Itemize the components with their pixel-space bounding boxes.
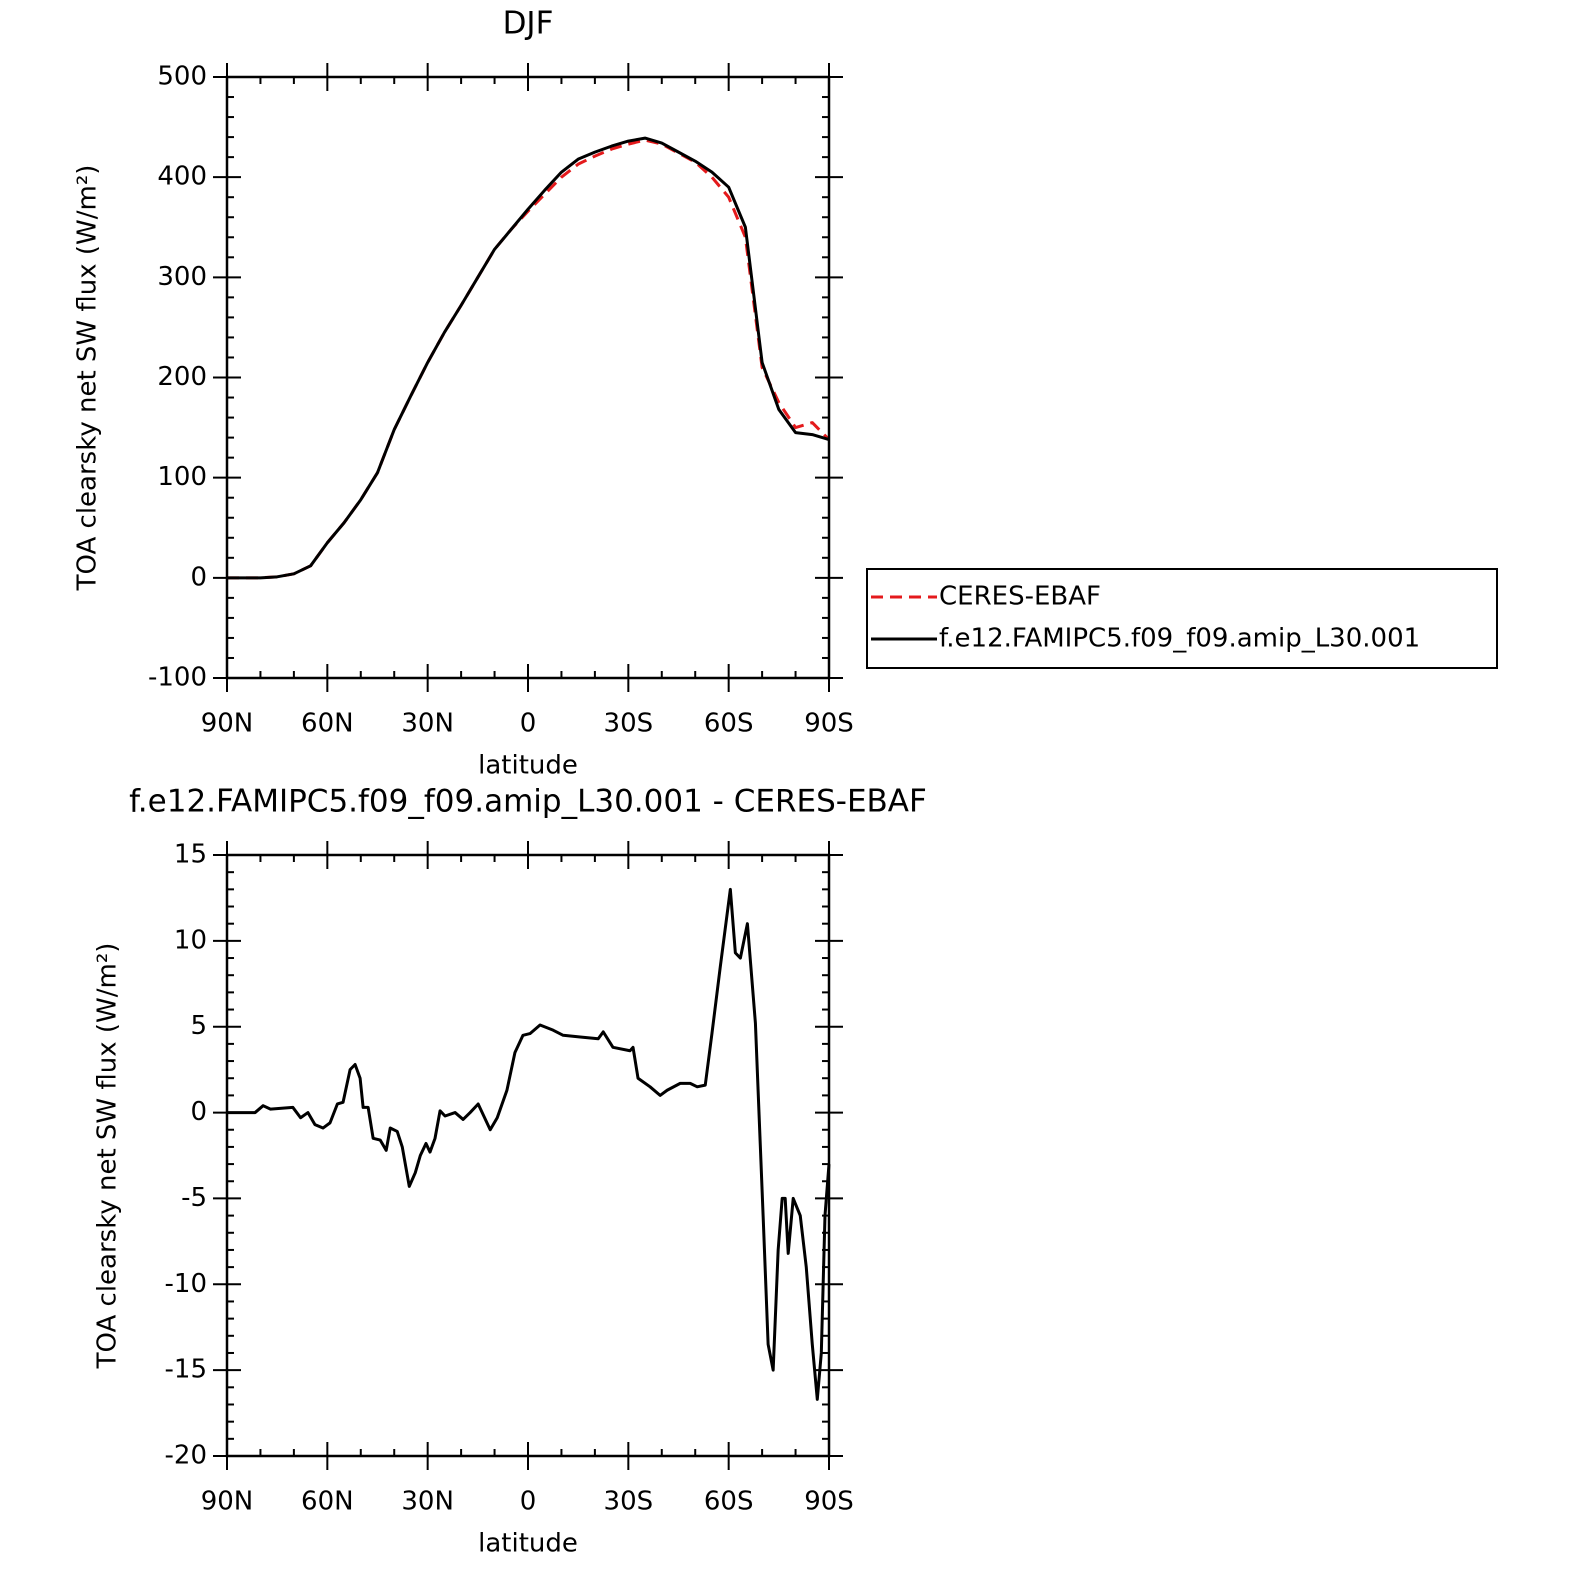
y-tick-label: 15 [174,840,207,870]
x-tick-label: 60S [704,1487,754,1517]
x-tick-label: 0 [520,709,537,739]
y-tick-label: 100 [157,462,207,492]
y-tick-label: -20 [165,1441,207,1471]
x-tick-label: 60S [704,709,754,739]
y-tick-label: -15 [165,1355,207,1385]
y-tick-label: -5 [181,1183,207,1213]
legend-label: f.e12.FAMIPC5.f09_f09.amip_L30.001 [939,624,1420,654]
x-tick-label: 30S [604,709,654,739]
y-tick-label: -10 [165,1269,207,1299]
y-tick-label: 0 [190,562,207,592]
y-tick-label: 400 [157,162,207,192]
data-line [227,887,831,1401]
y-axis-label: TOA clearsky net SW flux (W/m²) [73,165,103,592]
x-tick-label: 60N [301,709,354,739]
y-tick-label: 0 [190,1097,207,1127]
x-axis-label: latitude [478,751,578,781]
x-tick-label: 90S [804,1487,854,1517]
x-tick-label: 30N [401,709,454,739]
legend-box [866,568,1498,669]
x-tick-label: 90N [201,1487,254,1517]
x-tick-label: 90S [804,709,854,739]
x-tick-label: 30S [604,1487,654,1517]
x-tick-label: 0 [520,1487,537,1517]
x-axis-label: latitude [478,1529,578,1559]
legend-label: CERES-EBAF [939,582,1101,612]
chart-title: DJF [503,6,554,42]
x-tick-label: 30N [401,1487,454,1517]
chart-title: f.e12.FAMIPC5.f09_f09.amip_L30.001 - CER… [129,784,927,820]
data-line [227,136,830,580]
y-axis-label: TOA clearsky net SW flux (W/m²) [93,943,123,1370]
y-tick-label: 10 [174,925,207,955]
y-tick-label: 5 [190,1011,207,1041]
plot-frame [225,853,831,1458]
x-tick-label: 60N [301,1487,354,1517]
y-tick-label: 500 [157,62,207,92]
y-tick-label: 300 [157,262,207,292]
plot-frame [225,75,831,680]
y-tick-label: 200 [157,362,207,392]
x-tick-label: 90N [201,709,254,739]
y-tick-label: -100 [148,663,207,693]
